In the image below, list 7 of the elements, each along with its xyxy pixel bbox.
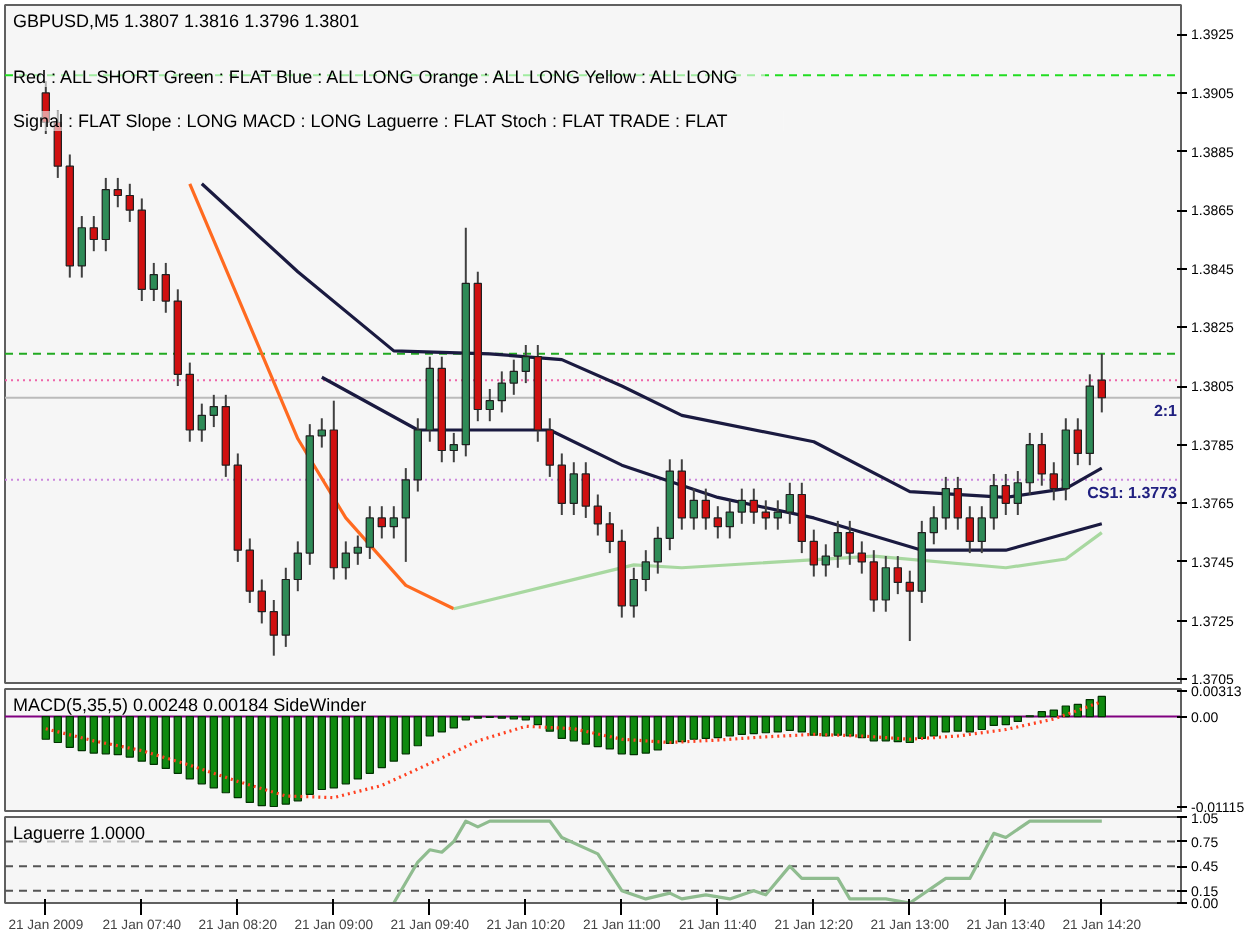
chart-title: GBPUSD,M5 1.3807 1.3816 1.3796 1.3801 — [13, 11, 360, 31]
ref-line-label: CS1: 1.3773 — [1087, 483, 1179, 502]
annotation: Red : ALL SHORT Green : FLAT Blue : ALL LONG Orange : ALL LONG Yellow : ALL LONG — [13, 67, 738, 87]
annotation: Signal : FLAT Slope : LONG MACD : LONG Laguerre : FLAT Stoch : FLAT TRADE : FLAT — [13, 111, 729, 131]
chart-title: Laguerre 1.0000 — [13, 823, 146, 843]
ref-line-label: 2:1 — [1153, 401, 1179, 420]
chart-title: MACD(5,35,5) 0.00248 0.00184 SideWinder — [13, 695, 367, 715]
